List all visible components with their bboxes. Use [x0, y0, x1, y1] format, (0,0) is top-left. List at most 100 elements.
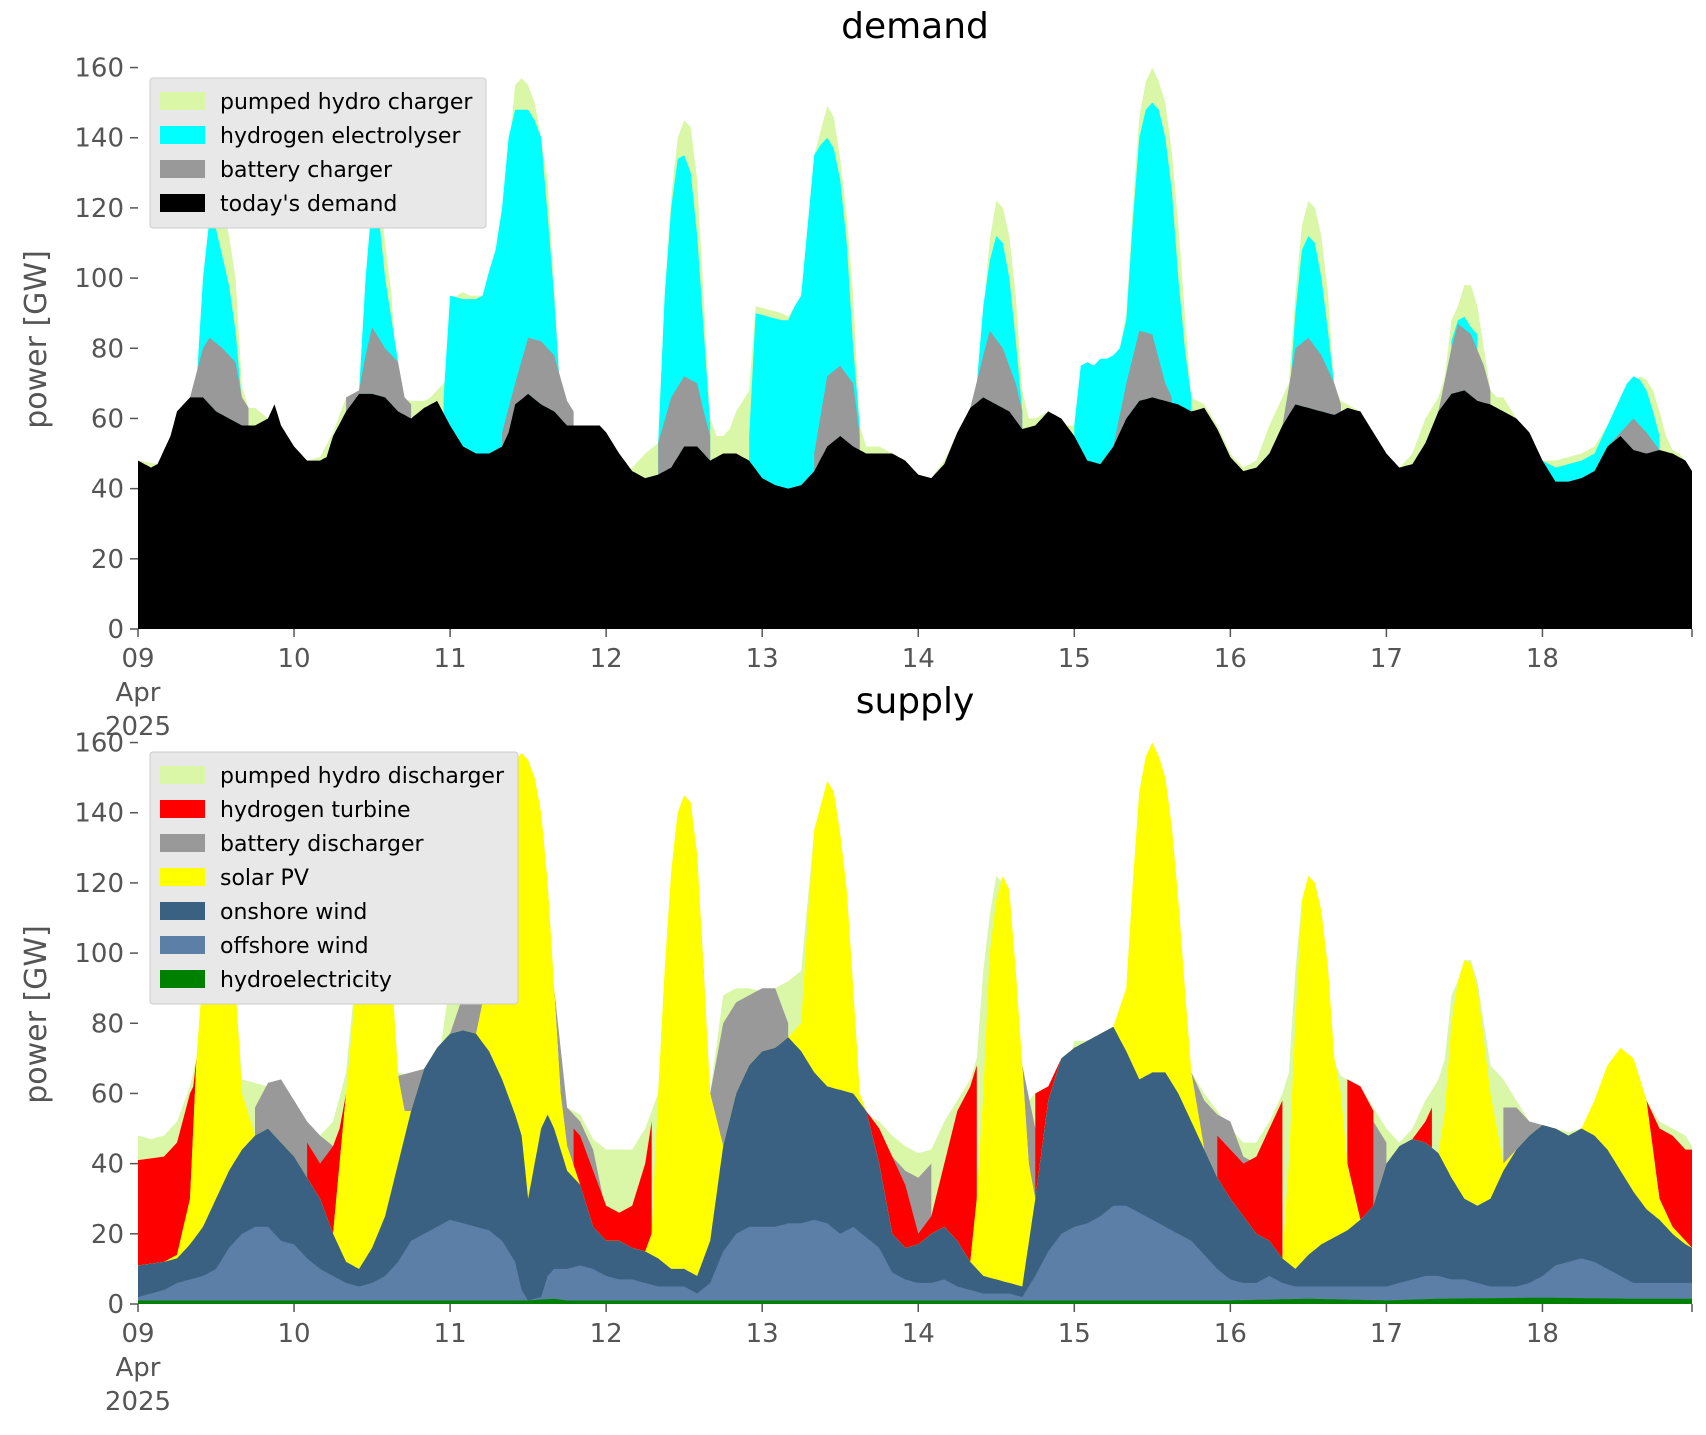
legend-label: battery discharger — [220, 832, 425, 857]
legend-label: onshore wind — [220, 900, 367, 925]
area-offshore-wind — [138, 1205, 1692, 1304]
x-tick-label: 15 — [1058, 1319, 1091, 1349]
area-battery-discharger — [255, 1079, 334, 1234]
area-hydrogen-turbine — [1633, 1058, 1692, 1248]
y-tick-label: 40 — [91, 1150, 124, 1180]
y-tick-label: 0 — [107, 615, 124, 645]
legend-label: hydroelectricity — [220, 968, 392, 993]
x-tick-label: 18 — [1526, 1319, 1559, 1349]
area-hydrogen-turbine — [573, 1121, 652, 1252]
area-battery-charger — [190, 337, 249, 426]
legend-swatch — [160, 766, 205, 784]
legend: pumped hydro charger hydrogen electrolyse… — [149, 77, 487, 229]
area-hydrogen-turbine — [1412, 1107, 1432, 1148]
area-hydrogen-turbine — [1035, 1047, 1075, 1199]
legend-box — [149, 751, 519, 1005]
area-battery-charger — [1282, 337, 1341, 426]
area-hydrogen-turbine — [138, 1058, 197, 1266]
y-tick-label: 100 — [74, 939, 124, 969]
y-tick-label: 20 — [91, 545, 124, 575]
legend-box — [149, 77, 487, 229]
legend-label: pumped hydro charger — [220, 90, 473, 115]
y-axis-label: power [GW] — [19, 250, 54, 429]
y-tick-label: 80 — [91, 334, 124, 364]
legend-swatch — [160, 834, 205, 852]
y-tick-label: 100 — [74, 264, 124, 294]
area-battery-charger — [970, 330, 1023, 429]
y-tick-label: 60 — [91, 1079, 124, 1109]
y-tick-label: 140 — [74, 124, 124, 154]
area-battery-charger — [814, 365, 860, 472]
x-tick-label: 17 — [1370, 1319, 1403, 1349]
area-onshore-wind — [138, 1026, 1692, 1304]
y-tick-label: 140 — [74, 799, 124, 829]
legend-swatch — [160, 936, 205, 954]
x-tick-label: Apr — [116, 678, 161, 708]
y-axis-label: power [GW] — [19, 925, 54, 1104]
legend-label: pumped hydro discharger — [220, 764, 505, 789]
y-tick-label: 20 — [91, 1220, 124, 1250]
legend-label: hydrogen electrolyser — [220, 124, 461, 149]
y-tick-label: 60 — [91, 404, 124, 434]
chart-title: supply — [856, 681, 975, 722]
x-tick-label: 18 — [1526, 644, 1559, 674]
area-solar-pv — [138, 742, 1692, 1304]
legend-label: solar PV — [220, 866, 309, 891]
x-tick-label: 12 — [590, 1319, 623, 1349]
legend-label: battery charger — [220, 158, 393, 183]
chart-panel-supply: supply power [GW] 0 20 40 60 80 100 120 140 160 09 A… — [19, 681, 1693, 1417]
area-hydrogen-turbine — [1347, 1079, 1374, 1220]
y-tick-label: 160 — [74, 729, 124, 759]
x-tick-label: 15 — [1058, 644, 1091, 674]
legend-swatch — [160, 800, 205, 818]
area-battery-charger — [1607, 418, 1660, 454]
legend-label: today's demand — [220, 192, 397, 217]
x-tick-label: 2025 — [105, 1387, 171, 1417]
y-tick-label: 120 — [74, 869, 124, 899]
x-tick-label: 10 — [278, 644, 311, 674]
x-tick-label: 16 — [1214, 644, 1247, 674]
area-battery-charger — [1438, 323, 1491, 412]
legend-swatch — [160, 868, 205, 886]
x-tick-label: 13 — [746, 644, 779, 674]
y-tick-label: 120 — [74, 194, 124, 224]
area-battery-charger — [502, 337, 574, 447]
chart-panel-demand: demand power [GW] 0 20 40 60 80 100 120 140 160 09 A… — [19, 6, 1693, 742]
area-hydrogen-turbine — [1217, 1100, 1283, 1259]
legend-swatch — [160, 92, 205, 110]
x-tick-label: 17 — [1370, 644, 1403, 674]
y-tick-label: 40 — [91, 475, 124, 505]
legend-swatch — [160, 160, 205, 178]
area-battery-charger — [1113, 330, 1172, 447]
x-tick-label: 16 — [1214, 1319, 1247, 1349]
x-tick-label: 10 — [278, 1319, 311, 1349]
area-hydrogen-turbine — [307, 1093, 347, 1234]
legend-label: offshore wind — [220, 934, 369, 959]
area-battery-discharger — [697, 854, 789, 1147]
x-tick-label: 09 — [121, 644, 154, 674]
legend-swatch — [160, 194, 205, 212]
area-hydroelectricity — [138, 1297, 1692, 1304]
x-tick-label: 11 — [434, 644, 467, 674]
x-tick-label: 12 — [590, 644, 623, 674]
legend-swatch — [160, 970, 205, 988]
x-tick-label: 14 — [902, 644, 935, 674]
area-battery-discharger — [398, 1068, 425, 1111]
y-tick-label: 0 — [107, 1290, 124, 1320]
x-tick-label: 2025 — [105, 712, 171, 742]
y-tick-label: 160 — [74, 54, 124, 84]
legend-label: hydrogen turbine — [220, 798, 411, 823]
x-tick-label: 13 — [746, 1319, 779, 1349]
x-tick-label: 14 — [902, 1319, 935, 1349]
x-tick-label: 09 — [121, 1319, 154, 1349]
area-today-s-demand — [138, 390, 1692, 629]
chart-title: demand — [841, 6, 989, 47]
area-battery-charger — [658, 376, 711, 475]
legend-swatch — [160, 902, 205, 920]
legend: pumped hydro discharger hydrogen turbine b… — [149, 751, 519, 1005]
area-battery-discharger — [1503, 1107, 1543, 1164]
area-hydrogen-turbine — [866, 1065, 977, 1262]
legend-swatch — [160, 126, 205, 144]
